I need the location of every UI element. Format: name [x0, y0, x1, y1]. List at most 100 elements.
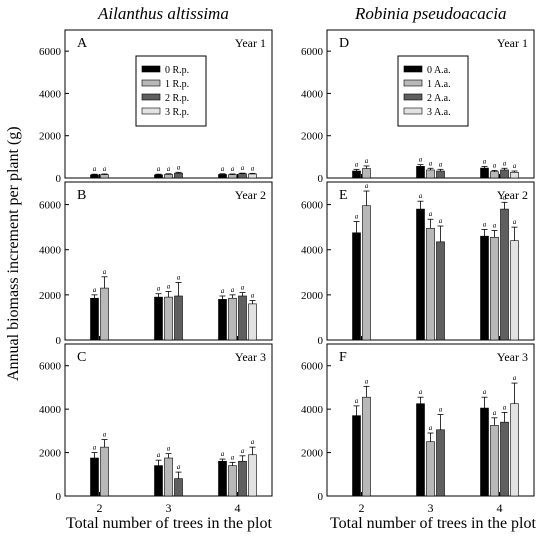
significance-letter: a — [167, 445, 171, 453]
significance-letter: a — [429, 210, 433, 218]
x-tick-label: 4 — [235, 501, 241, 515]
year-label: Year 1 — [235, 36, 266, 50]
significance-letter: a — [103, 268, 107, 276]
bar — [362, 396, 371, 497]
significance-letter: a — [365, 377, 369, 385]
significance-letter: a — [157, 285, 161, 293]
bar — [174, 295, 183, 341]
significance-letter: a — [483, 388, 487, 396]
significance-letter: a — [419, 192, 423, 200]
significance-letter: a — [177, 273, 181, 281]
bar — [490, 171, 499, 179]
significance-letter: a — [513, 218, 517, 226]
bar — [228, 465, 237, 497]
significance-letter: a — [231, 453, 235, 461]
significance-letter: a — [513, 162, 517, 170]
significance-letter: a — [221, 287, 225, 295]
significance-letter: a — [241, 164, 245, 172]
significance-letter: a — [251, 292, 255, 300]
legend-label: 1 A.a. — [427, 79, 451, 90]
significance-letter: a — [221, 165, 225, 173]
bar — [426, 227, 435, 341]
bar — [500, 421, 509, 497]
bar — [90, 297, 99, 341]
significance-letter: a — [355, 213, 359, 221]
legend-label: 2 R.p. — [165, 93, 189, 104]
bar — [164, 457, 173, 497]
bar — [416, 208, 425, 341]
significance-letter: a — [231, 165, 235, 173]
bar — [238, 173, 247, 179]
bar — [248, 303, 257, 341]
significance-letter: a — [429, 159, 433, 167]
panel-letter: C — [77, 350, 86, 365]
legend-label: 3 R.p. — [165, 107, 189, 118]
bar — [228, 297, 237, 341]
y-tick-label: 6000 — [301, 46, 324, 58]
y-tick-label: 0 — [318, 173, 324, 185]
significance-letter: a — [167, 165, 171, 173]
bar — [510, 403, 519, 497]
legend-label: 0 R.p. — [165, 65, 189, 76]
significance-letter: a — [251, 164, 255, 172]
bar — [238, 295, 247, 341]
significance-letter: a — [419, 388, 423, 396]
x-axis-label-left: Total number of trees in the plot — [66, 515, 272, 532]
y-tick-label: 2000 — [39, 448, 62, 460]
bar — [90, 174, 99, 179]
y-tick-label: 4000 — [39, 245, 62, 257]
significance-letter: a — [231, 286, 235, 294]
y-tick-label: 6000 — [39, 46, 62, 58]
bar — [90, 457, 99, 497]
legend-swatch — [403, 79, 423, 87]
legend-swatch — [141, 65, 161, 73]
significance-letter: a — [251, 438, 255, 446]
significance-letter: a — [503, 159, 507, 167]
significance-letter: a — [355, 397, 359, 405]
legend-swatch — [141, 79, 161, 87]
significance-letter: a — [103, 165, 107, 173]
bar — [352, 232, 361, 341]
y-tick-label: 6000 — [39, 200, 62, 212]
bar — [426, 441, 435, 497]
x-axis-label-right: Total number of trees in the plot — [330, 515, 536, 532]
y-tick-label: 0 — [56, 173, 62, 185]
x-tick-label: 4 — [497, 501, 503, 515]
year-label: Year 1 — [497, 36, 528, 50]
bar — [510, 171, 519, 179]
bar — [218, 460, 227, 497]
bar — [490, 425, 499, 497]
legend-label: 3 A.a. — [427, 107, 451, 118]
significance-letter: a — [157, 451, 161, 459]
significance-letter: a — [513, 374, 517, 382]
panel-letter: E — [339, 188, 348, 203]
x-tick-label: 2 — [359, 501, 365, 515]
bar — [174, 172, 183, 179]
y-tick-label: 2000 — [301, 131, 324, 143]
y-tick-label: 4000 — [39, 88, 62, 100]
legend-swatch — [141, 93, 161, 101]
bar — [500, 169, 509, 179]
legend-label: 1 R.p. — [165, 79, 189, 90]
bar — [100, 287, 109, 341]
significance-letter: a — [429, 424, 433, 432]
significance-letter: a — [439, 217, 443, 225]
significance-letter: a — [103, 431, 107, 439]
y-tick-label: 4000 — [39, 404, 62, 416]
significance-letter: a — [93, 444, 97, 452]
bar — [352, 170, 361, 179]
bar — [480, 407, 489, 497]
significance-letter: a — [167, 282, 171, 290]
bar — [362, 205, 371, 341]
significance-letter: a — [365, 157, 369, 165]
y-tick-label: 6000 — [39, 361, 62, 373]
y-tick-label: 0 — [56, 491, 62, 503]
bar — [100, 446, 109, 497]
bar — [426, 169, 435, 179]
bar — [248, 454, 257, 497]
